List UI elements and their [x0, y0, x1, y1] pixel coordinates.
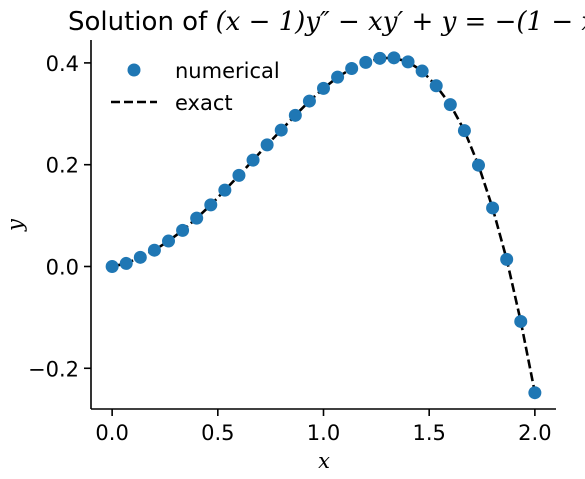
- x-tick-label: 2.0: [518, 421, 551, 445]
- numerical-point: [246, 153, 260, 167]
- x-tick-label: 1.5: [412, 421, 445, 445]
- numerical-point: [486, 201, 500, 215]
- numerical-point: [162, 234, 176, 248]
- chart-title-equation: (x − 1)y″ − xy′ + y = −(1 − x): [216, 7, 585, 37]
- chart-title-prefix: Solution of: [68, 7, 216, 37]
- numerical-point: [373, 51, 387, 65]
- numerical-point: [218, 183, 232, 197]
- y-tick-label: 0.2: [46, 154, 79, 178]
- legend-label-numerical: numerical: [175, 59, 280, 83]
- y-tick-label: 0.4: [46, 52, 79, 76]
- chart-title: Solution of (x − 1)y″ − xy′ + y = −(1 − …: [68, 4, 585, 37]
- x-ticks: 0.0 0.5 1.0 1.5 2.0: [95, 409, 552, 445]
- y-ticks: −0.2 0.0 0.2 0.4: [28, 52, 91, 381]
- numerical-point: [331, 70, 345, 84]
- y-tick-label: 0.0: [46, 255, 79, 279]
- numerical-point: [429, 79, 443, 93]
- y-axis-label: y: [3, 218, 27, 232]
- numerical-point: [500, 252, 514, 266]
- numerical-point: [471, 158, 485, 172]
- numerical-point: [274, 123, 288, 137]
- numerical-point: [119, 256, 133, 270]
- numerical-point: [514, 314, 528, 328]
- x-tick-label: 1.0: [307, 421, 340, 445]
- numerical-point: [302, 94, 316, 108]
- numerical-point: [387, 51, 401, 65]
- numerical-point: [401, 55, 415, 69]
- numerical-point: [204, 198, 218, 212]
- numerical-point: [443, 98, 457, 112]
- x-tick-label: 0.5: [201, 421, 234, 445]
- x-tick-label: 0.0: [95, 421, 128, 445]
- numerical-point: [133, 250, 147, 264]
- numerical-point: [317, 81, 330, 95]
- numerical-point: [288, 108, 302, 122]
- numerical-point: [176, 223, 190, 237]
- x-axis-label: x: [318, 449, 330, 473]
- legend-label-exact: exact: [175, 91, 233, 115]
- numerical-point: [415, 64, 429, 78]
- legend-marker-numerical: [127, 63, 141, 77]
- legend: numerical exact: [111, 59, 280, 115]
- numerical-point: [260, 138, 274, 152]
- numerical-point: [345, 62, 359, 76]
- numerical-point: [147, 243, 161, 257]
- y-tick-label: −0.2: [28, 357, 79, 381]
- numerical-point: [190, 211, 204, 225]
- numerical-point: [232, 168, 246, 182]
- numerical-point: [105, 259, 119, 273]
- numerical-point: [457, 124, 471, 138]
- numerical-point: [359, 55, 373, 69]
- numerical-point: [528, 386, 542, 400]
- plot-area: [105, 51, 542, 400]
